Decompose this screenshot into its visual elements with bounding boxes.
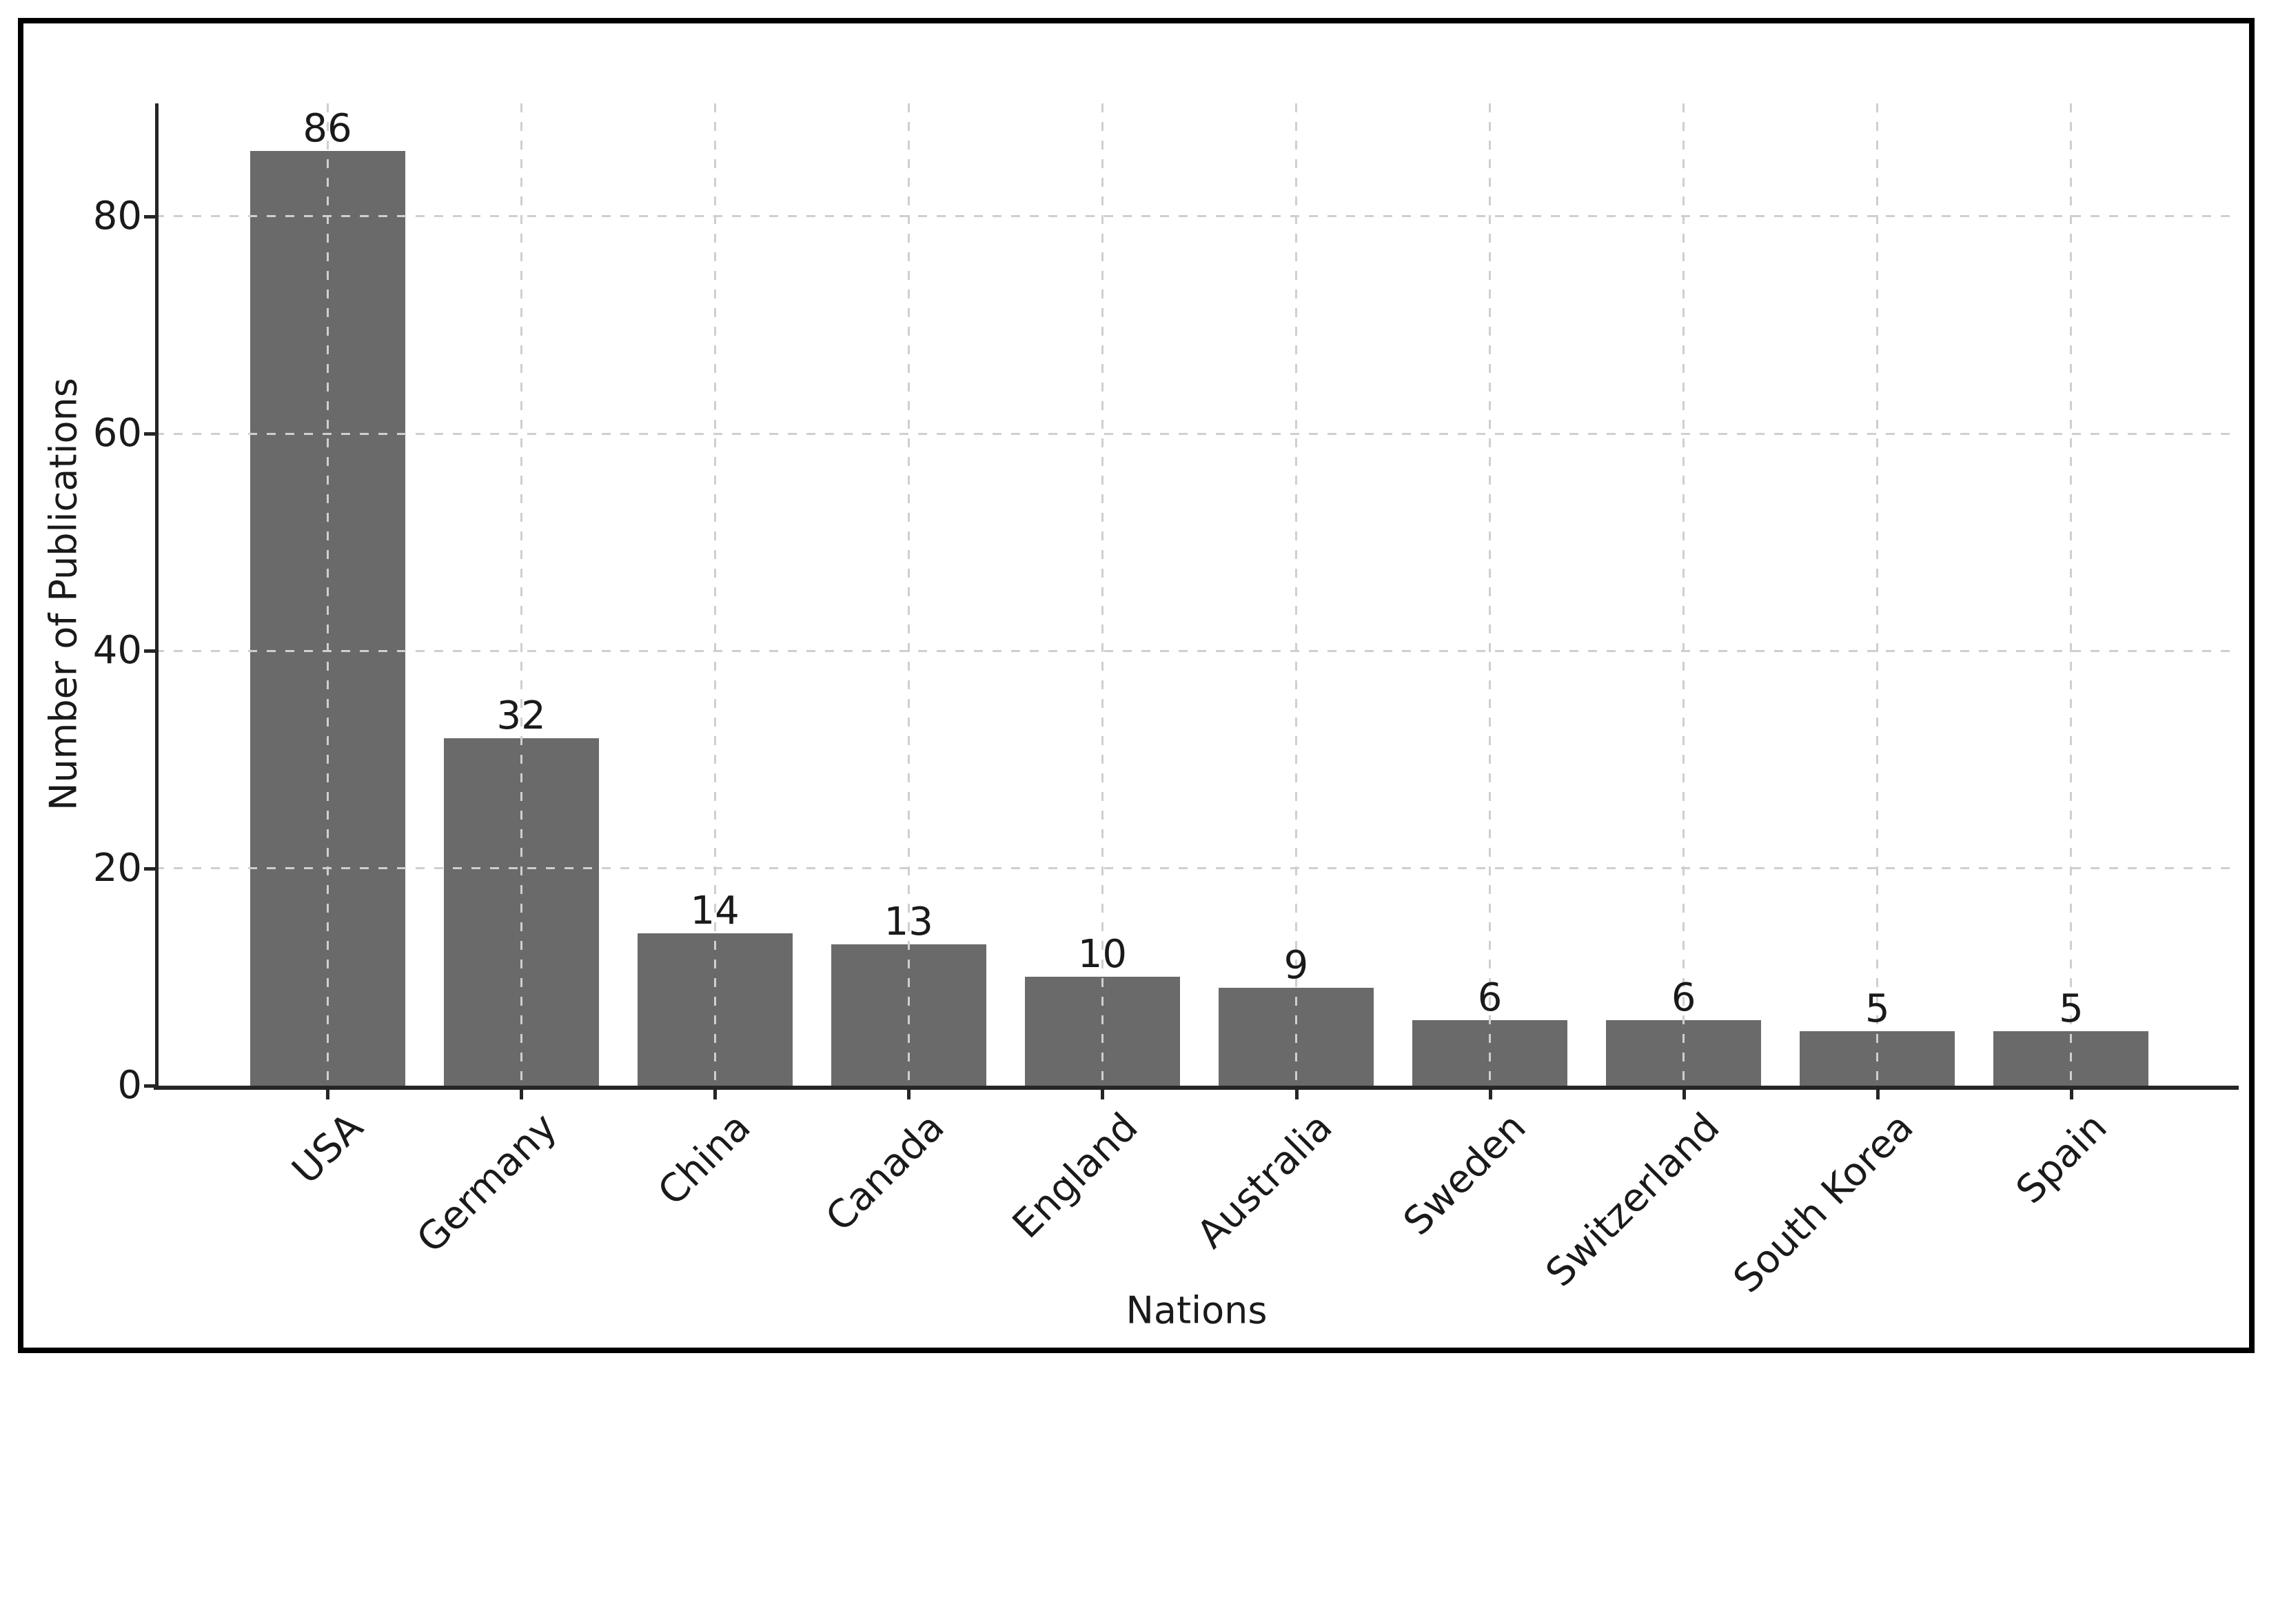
horizontal-gridline — [155, 649, 2239, 652]
bar-value-label: 14 — [690, 889, 740, 934]
x-tick-mark — [520, 1090, 524, 1099]
y-tick-label: 80 — [92, 193, 142, 238]
vertical-gridline — [713, 103, 716, 1086]
y-tick-label: 0 — [117, 1063, 142, 1108]
x-tick-mark — [1875, 1090, 1880, 1099]
y-tick-mark — [144, 214, 155, 219]
bar-value-label: 6 — [1671, 975, 1696, 1021]
y-tick-mark — [144, 649, 155, 653]
x-tick-mark — [1101, 1090, 1105, 1099]
y-axis-spine — [155, 103, 159, 1090]
figure: 0 20 40 60 80 USA 86 Germany 32 China 14 Canada 13 En… — [18, 18, 2255, 1353]
bar-value-label: 5 — [2059, 986, 2084, 1032]
vertical-gridline — [1489, 103, 1492, 1086]
vertical-gridline — [907, 103, 910, 1086]
y-tick-label: 60 — [92, 411, 142, 456]
bar-value-label: 13 — [884, 900, 933, 945]
vertical-gridline — [326, 103, 329, 1086]
vertical-gridline — [1101, 103, 1104, 1086]
y-tick-mark — [144, 1084, 155, 1088]
vertical-gridline — [2070, 103, 2073, 1086]
horizontal-gridline — [155, 867, 2239, 870]
x-tick-mark — [907, 1090, 911, 1099]
vertical-gridline — [1876, 103, 1879, 1086]
bar-value-label: 5 — [1864, 986, 1890, 1032]
y-tick-label: 20 — [92, 845, 142, 891]
bar-chart-plot-area: 0 20 40 60 80 USA 86 Germany 32 China 14 Canada 13 En… — [92, 103, 2239, 1301]
bar-value-label: 86 — [303, 106, 352, 152]
horizontal-gridline — [155, 215, 2239, 218]
y-tick-mark — [144, 432, 155, 436]
y-tick-label: 40 — [92, 628, 142, 673]
x-tick-mark — [326, 1090, 329, 1099]
x-tick-mark — [1488, 1090, 1492, 1099]
bar-value-label: 32 — [496, 693, 546, 738]
x-tick-mark — [2069, 1090, 2073, 1099]
x-tick-mark — [713, 1090, 718, 1099]
bar-value-label: 6 — [1477, 975, 1503, 1021]
y-axis-title: Number of Publications — [41, 378, 85, 811]
bar-value-label: 9 — [1283, 943, 1309, 988]
horizontal-gridline — [155, 432, 2239, 435]
vertical-gridline — [520, 103, 522, 1086]
x-axis-spine — [154, 1086, 2239, 1090]
x-axis-title: Nations — [1126, 1288, 1268, 1332]
x-tick-mark — [1294, 1090, 1299, 1099]
y-tick-mark — [144, 866, 155, 871]
x-tick-mark — [1682, 1090, 1686, 1099]
vertical-gridline — [1682, 103, 1685, 1086]
bar-value-label: 10 — [1077, 932, 1128, 977]
vertical-gridline — [1295, 103, 1297, 1086]
